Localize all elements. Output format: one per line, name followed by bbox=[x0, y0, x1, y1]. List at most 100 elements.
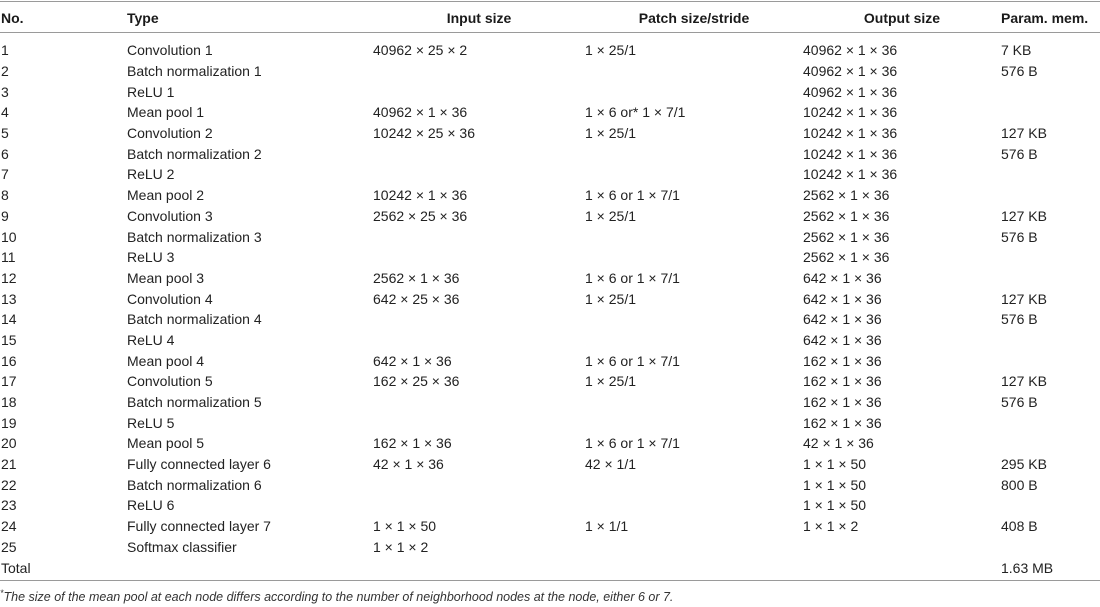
table-row: 7 ReLU 2 10242 × 1 × 36 bbox=[0, 164, 1100, 185]
cell-input-size: 2562 × 1 × 36 bbox=[373, 269, 460, 286]
cell-patch-size: 1 × 6 or* 1 × 7/1 bbox=[585, 104, 686, 121]
cell-input-size: 2562 × 25 × 36 bbox=[373, 207, 468, 224]
cell-no: 2 bbox=[1, 63, 9, 80]
cell-no: 21 bbox=[1, 456, 17, 473]
cell-no: 10 bbox=[1, 228, 17, 245]
cell-patch-size bbox=[585, 474, 803, 495]
cell-no: 5 bbox=[1, 125, 9, 142]
cell-input-size: 10242 × 25 × 36 bbox=[373, 125, 475, 142]
cell-input-size bbox=[373, 412, 585, 433]
table-row: 15 ReLU 4 642 × 1 × 36 bbox=[0, 330, 1100, 351]
cell-output-size: 642 × 1 × 36 bbox=[803, 290, 882, 307]
cell-type: ReLU 3 bbox=[127, 249, 175, 266]
cell-type: Mean pool 2 bbox=[127, 187, 205, 204]
cell-param-mem bbox=[1001, 537, 1100, 558]
cell-patch-size bbox=[585, 61, 803, 82]
cell-no: 18 bbox=[1, 394, 17, 411]
cell-param-mem bbox=[1001, 102, 1100, 123]
cell-patch-size bbox=[585, 247, 803, 268]
table-row: Total 1.63 MB bbox=[0, 557, 1100, 578]
cell-no: 14 bbox=[1, 311, 17, 328]
header-patch-size: Patch size/stride bbox=[638, 9, 750, 26]
cell-param-mem: 7 KB bbox=[1001, 42, 1032, 59]
cell-param-mem: 576 B bbox=[1001, 228, 1038, 245]
cell-output-size: 42 × 1 × 36 bbox=[803, 435, 874, 452]
cell-patch-size bbox=[585, 537, 803, 558]
cell-type: Convolution 5 bbox=[127, 373, 213, 390]
table-row: 13 Convolution 4 642 × 25 × 36 1 × 25/1 642 … bbox=[0, 288, 1100, 309]
cell-type: Convolution 2 bbox=[127, 125, 213, 142]
cell-no: 4 bbox=[1, 104, 9, 121]
cell-output-size: 1 × 1 × 50 bbox=[803, 476, 867, 493]
table-row: 3 ReLU 1 40962 × 1 × 36 bbox=[0, 81, 1100, 102]
cell-no: 17 bbox=[1, 373, 17, 390]
cell-patch-size: 1 × 25/1 bbox=[585, 373, 636, 390]
cell-no: 8 bbox=[1, 187, 9, 204]
cell-patch-size: 1 × 1/1 bbox=[585, 518, 629, 535]
cell-type: Batch normalization 1 bbox=[127, 63, 262, 80]
cell-no: 23 bbox=[1, 497, 17, 514]
cell-type: Batch normalization 5 bbox=[127, 394, 262, 411]
table-row: 25 Softmax classifier 1 × 1 × 2 bbox=[0, 537, 1100, 558]
table-row: 10 Batch normalization 3 2562 × 1 × 36 576 … bbox=[0, 226, 1100, 247]
cell-input-size bbox=[373, 143, 585, 164]
cell-output-size: 2562 × 1 × 36 bbox=[803, 249, 890, 266]
cell-input-size: 162 × 1 × 36 bbox=[373, 435, 452, 452]
cell-no: 19 bbox=[1, 414, 17, 431]
header-output-size: Output size bbox=[863, 9, 941, 26]
cell-no: 6 bbox=[1, 145, 9, 162]
cell-patch-size: 1 × 25/1 bbox=[585, 290, 636, 307]
cell-param-mem: 576 B bbox=[1001, 145, 1038, 162]
cell-output-size: 162 × 1 × 36 bbox=[803, 373, 882, 390]
cell-patch-size: 1 × 6 or 1 × 7/1 bbox=[585, 435, 680, 452]
cell-type: Convolution 3 bbox=[127, 207, 213, 224]
table-body: 1 Convolution 1 40962 × 25 × 2 1 × 25/1 4096… bbox=[0, 32, 1100, 578]
cell-param-mem: 576 B bbox=[1001, 394, 1038, 411]
cell-no: 16 bbox=[1, 352, 17, 369]
cell-patch-size: 1 × 25/1 bbox=[585, 42, 636, 59]
cell-type: ReLU 4 bbox=[127, 331, 175, 348]
footnote-text: The size of the mean pool at each node d… bbox=[3, 590, 674, 605]
cell-type: Convolution 4 bbox=[127, 290, 213, 307]
cell-output-size: 642 × 1 × 36 bbox=[803, 311, 882, 328]
table-row: 19 ReLU 5 162 × 1 × 36 bbox=[0, 412, 1100, 433]
header-no: No. bbox=[1, 9, 24, 26]
cell-param-mem bbox=[1001, 247, 1100, 268]
cell-param-mem bbox=[1001, 81, 1100, 102]
cell-param-mem: 576 B bbox=[1001, 63, 1038, 80]
table-row: 6 Batch normalization 2 10242 × 1 × 36 576 … bbox=[0, 143, 1100, 164]
cell-output-size: 40962 × 1 × 36 bbox=[803, 63, 898, 80]
cell-type: Batch normalization 2 bbox=[127, 145, 262, 162]
cell-input-size: 1 × 1 × 2 bbox=[373, 538, 429, 555]
cell-patch-size: 1 × 6 or 1 × 7/1 bbox=[585, 269, 680, 286]
cell-input-size: 162 × 25 × 36 bbox=[373, 373, 460, 390]
table-row: 21 Fully connected layer 6 42 × 1 × 36 42 ×… bbox=[0, 454, 1100, 475]
table-row: 14 Batch normalization 4 642 × 1 × 36 576 B bbox=[0, 309, 1100, 330]
cell-input-size bbox=[373, 61, 585, 82]
cell-patch-size bbox=[585, 392, 803, 413]
header-input-size: Input size bbox=[446, 9, 512, 26]
cell-output-size: 162 × 1 × 36 bbox=[803, 352, 882, 369]
cell-input-size bbox=[373, 81, 585, 102]
cell-param-mem: 1.63 MB bbox=[1001, 559, 1054, 576]
cell-output-size: 40962 × 1 × 36 bbox=[803, 83, 898, 100]
cell-patch-size: 1 × 25/1 bbox=[585, 207, 636, 224]
cell-patch-size: 42 × 1/1 bbox=[585, 456, 636, 473]
cell-type: Softmax classifier bbox=[127, 538, 237, 555]
cell-patch-size bbox=[585, 309, 803, 330]
cell-output-size: 10242 × 1 × 36 bbox=[803, 125, 898, 142]
table-row: 8 Mean pool 2 10242 × 1 × 36 1 × 6 or 1 × 7… bbox=[0, 185, 1100, 206]
cell-no: 15 bbox=[1, 331, 17, 348]
cell-input-size: 1 × 1 × 50 bbox=[373, 518, 437, 535]
cell-type: Batch normalization 3 bbox=[127, 228, 262, 245]
cell-patch-size: 1 × 25/1 bbox=[585, 125, 636, 142]
cell-input-size: 642 × 1 × 36 bbox=[373, 352, 452, 369]
cell-no: Total bbox=[1, 559, 31, 576]
cell-input-size: 42 × 1 × 36 bbox=[373, 456, 444, 473]
cell-param-mem: 127 KB bbox=[1001, 207, 1047, 224]
cell-output-size: 2562 × 1 × 36 bbox=[803, 207, 890, 224]
cell-type: Batch normalization 4 bbox=[127, 311, 262, 328]
cell-output-size: 10242 × 1 × 36 bbox=[803, 145, 898, 162]
cell-output-size: 2562 × 1 × 36 bbox=[803, 187, 890, 204]
cell-no: 11 bbox=[1, 249, 16, 266]
